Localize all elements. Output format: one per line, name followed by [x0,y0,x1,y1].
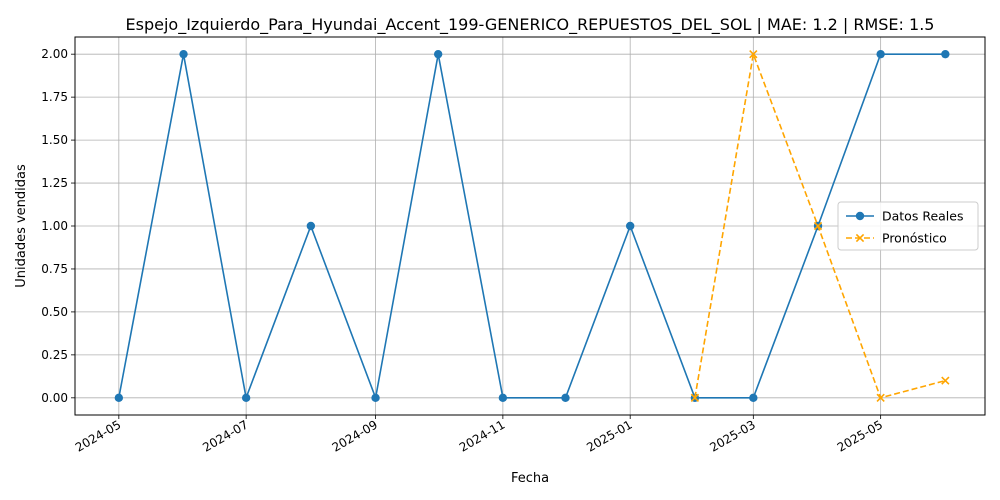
x-axis: 2024-05 2024-07 2024-09 2024-11 2025-01 2025-… [73,415,885,455]
legend-marker [855,233,865,243]
x-tick-label: 2024-07 [200,417,250,454]
y-tick-label: 1.75 [41,90,68,104]
data-point [306,221,316,231]
chart-title: Espejo_Izquierdo_Para_Hyundai_Accent_199… [126,15,935,35]
legend: Datos Reales Pronóstico [837,201,979,251]
data-point [498,393,508,403]
legend-label: Pronóstico [882,231,947,246]
series-line [118,53,946,401]
x-axis-title: Fecha [511,471,549,486]
data-point [941,49,950,59]
legend-entry: Pronóstico [846,231,947,246]
series-layer [114,49,950,403]
y-tick-label: 0.50 [41,305,68,319]
data-point [876,49,885,59]
data-point [114,393,124,403]
data-point [690,393,700,402]
legend-label: Datos Reales [882,209,963,224]
y-axis-title: Unidades vendidas [14,164,29,288]
data-point [749,393,758,403]
data-point [941,376,950,385]
data-point [241,393,251,403]
data-point [561,393,570,403]
x-tick-label: 2024-11 [457,417,507,454]
x-tick-label: 2025-01 [584,417,634,454]
x-tick-label: 2025-05 [835,417,885,454]
data-point [179,49,188,59]
y-tick-label: 1.50 [41,133,68,147]
data-point [749,50,758,59]
data-point [876,393,885,402]
data-point [813,221,823,231]
y-tick-label: 0.75 [41,262,68,276]
y-tick-label: 0.25 [41,348,68,362]
x-tick-label: 2024-05 [73,417,123,454]
x-tick-label: 2025-03 [707,417,757,454]
data-point [625,221,635,231]
y-axis: 0.00 0.25 0.50 0.75 1.00 1.25 1.50 1.75 2.00 [41,47,75,405]
x-tick-label: 2024-09 [330,417,380,454]
series-actual [114,49,950,403]
data-point [371,393,380,403]
series-forecast [690,50,950,402]
y-tick-label: 2.00 [41,47,68,61]
y-tick-label: 1.25 [41,176,68,190]
legend-marker [855,211,865,221]
data-point [433,49,443,59]
y-tick-label: 1.00 [41,219,68,233]
y-tick-label: 0.00 [41,391,68,405]
legend-entry: Datos Reales [846,209,963,224]
